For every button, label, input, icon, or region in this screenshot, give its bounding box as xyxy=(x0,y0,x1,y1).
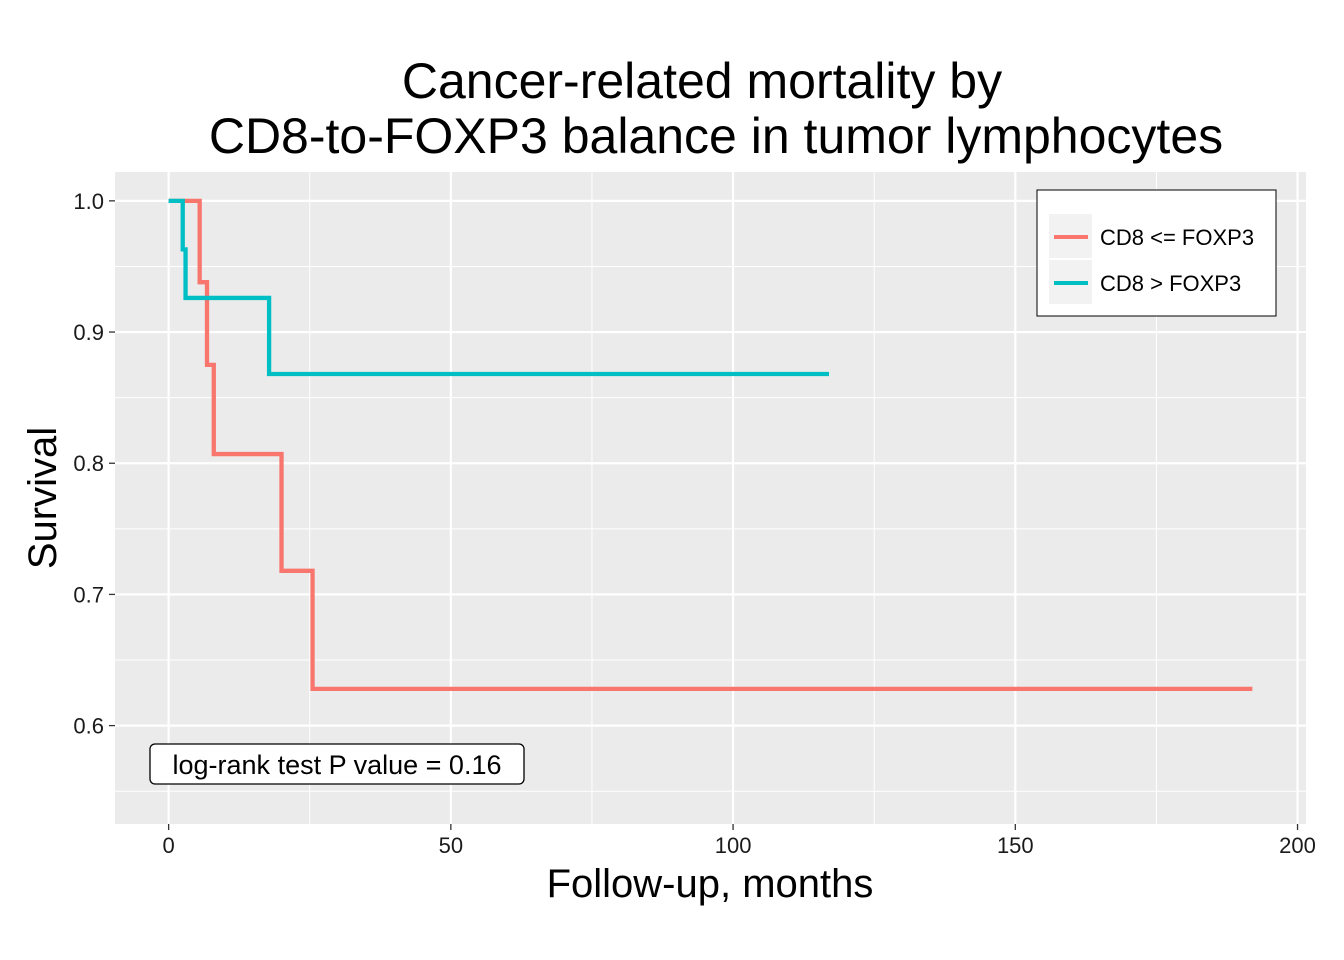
y-tick-label: 0.6 xyxy=(73,714,104,739)
x-tick-label: 150 xyxy=(997,833,1034,858)
x-axis-ticks: 0 50 100 150 200 xyxy=(162,824,1316,858)
x-axis-title: Follow-up, months xyxy=(547,862,874,906)
y-tick-label: 0.9 xyxy=(73,320,104,345)
legend-label-cd8-le-foxp3: CD8 <= FOXP3 xyxy=(1100,225,1254,250)
chart-title-line-1: Cancer-related mortality by xyxy=(402,53,1002,109)
y-tick-label: 0.7 xyxy=(73,582,104,607)
legend-label-cd8-gt-foxp3: CD8 > FOXP3 xyxy=(1100,271,1241,296)
y-axis-ticks: 0.6 0.7 0.8 0.9 1.0 xyxy=(73,189,115,739)
annotation-text: log-rank test P value = 0.16 xyxy=(173,750,502,780)
survival-curve-0 xyxy=(168,198,1253,692)
y-tick-label: 0.8 xyxy=(73,451,104,476)
annotation-box xyxy=(149,743,525,785)
y-tick-label: 1.0 xyxy=(73,189,104,214)
survival-curves xyxy=(168,198,1253,692)
x-tick-label: 200 xyxy=(1279,833,1316,858)
x-tick-label: 50 xyxy=(439,833,463,858)
chart-title-line-2: CD8-to-FOXP3 balance in tumor lymphocyte… xyxy=(209,108,1223,164)
legend: CD8 <= FOXP3 CD8 > FOXP3 xyxy=(1036,189,1277,317)
x-tick-label: 100 xyxy=(715,833,752,858)
p-value-annotation: log-rank test P value = 0.16 xyxy=(149,743,525,785)
survival-curve-1 xyxy=(168,198,830,377)
y-axis-title: Survival xyxy=(21,427,65,569)
x-tick-label: 0 xyxy=(162,833,174,858)
